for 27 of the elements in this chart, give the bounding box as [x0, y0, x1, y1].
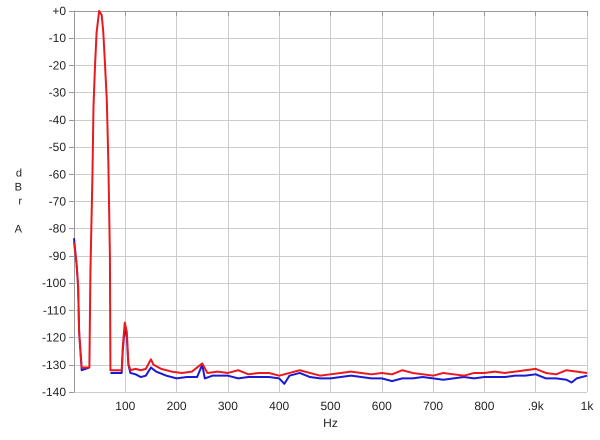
y-tick-label: -130: [42, 358, 66, 372]
y-tick-label: -30: [48, 86, 66, 100]
x-axis-title: Hz: [323, 416, 338, 430]
y-tick-label: -100: [42, 276, 66, 290]
x-tick-label: 500: [320, 399, 341, 413]
y-tick-label: -120: [42, 330, 66, 345]
x-tick-label: 200: [166, 399, 187, 413]
y-tick-label: -90: [48, 248, 66, 263]
y-tick-label: +0: [52, 4, 66, 18]
y-tick-label: -110: [42, 303, 66, 318]
x-tick-label: 600: [372, 399, 392, 413]
x-tick-label: 1k: [580, 399, 594, 413]
text: dBr A: [14, 168, 22, 236]
y-tick-label: -60: [48, 167, 66, 182]
x-tick-label: 300: [218, 399, 238, 413]
y-tick-label: -20: [48, 58, 66, 72]
y-tick-label: -80: [48, 222, 66, 236]
x-tick-label: 700: [423, 399, 444, 413]
y-tick-label: -70: [48, 194, 66, 208]
y-tick-label: -140: [42, 385, 66, 399]
y-tick-label: -40: [48, 112, 66, 127]
y-tick-label: -50: [48, 140, 66, 154]
x-tick-label: 800: [474, 399, 495, 413]
x-tick-label: 100: [115, 399, 136, 413]
x-tick-label: .9k: [528, 399, 545, 413]
x-tick-label: 400: [269, 399, 290, 413]
y-tick-label: -10: [48, 31, 66, 46]
